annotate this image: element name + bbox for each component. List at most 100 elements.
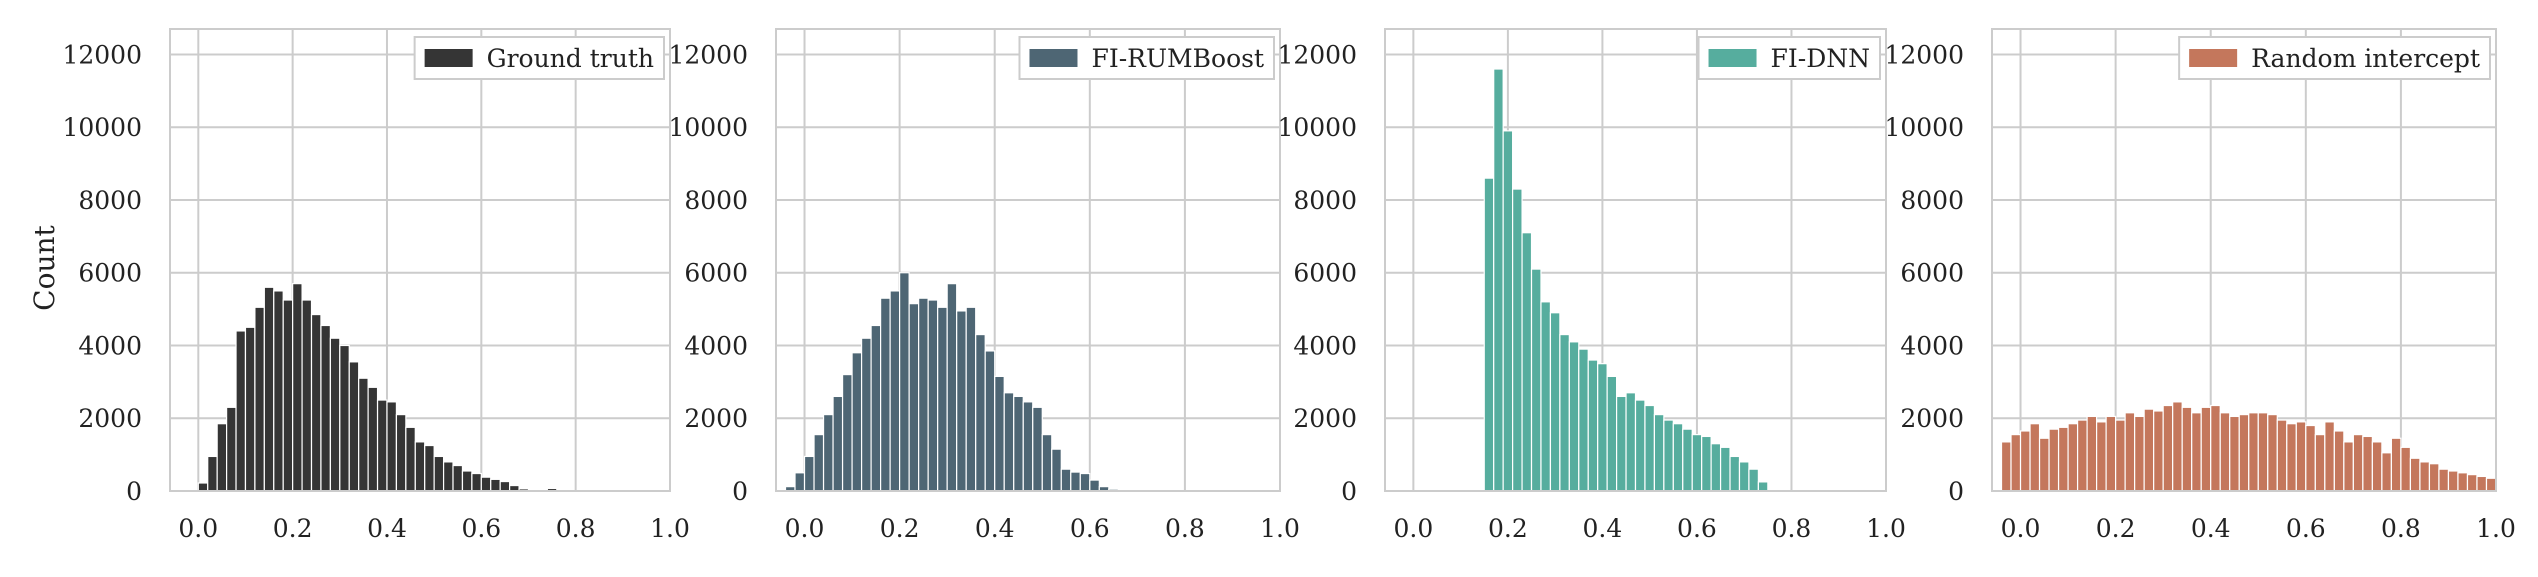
histogram-bar	[2333, 430, 2345, 492]
histogram-bar	[452, 464, 464, 492]
x-tick-label: 0.2	[2096, 514, 2136, 543]
histogram-bar	[2409, 457, 2421, 492]
histogram-bar	[2096, 421, 2107, 492]
x-tick-label: 0.6	[2286, 514, 2326, 543]
histogram-bar	[1070, 471, 1081, 492]
histogram-bar	[2076, 419, 2088, 492]
histogram-bar	[918, 297, 929, 492]
histogram-bar	[2286, 423, 2297, 492]
y-tick-label: 0	[1948, 477, 1964, 506]
histogram-bar	[2419, 461, 2431, 492]
histogram-bar	[1719, 446, 1731, 492]
legend-frame	[413, 36, 665, 80]
histogram-bar	[1597, 363, 1608, 492]
histogram-bar	[1710, 443, 1722, 492]
histogram-bar	[2143, 408, 2155, 492]
y-tick-label: 10000	[62, 113, 142, 142]
legend-label: FI-RUMBoost	[1091, 44, 1264, 73]
histogram-bar	[965, 306, 977, 492]
histogram-bar	[2019, 430, 2031, 492]
histogram-bar	[975, 333, 986, 492]
x-tick-label: 0.2	[273, 514, 313, 543]
x-tick-label: 0.6	[1677, 514, 1717, 543]
histogram-bar	[2457, 472, 2469, 492]
histogram-bar	[2029, 423, 2041, 492]
histogram-bar	[207, 455, 218, 492]
histogram-bar	[1634, 399, 1646, 492]
histogram-bar	[2191, 412, 2202, 492]
legend-swatch	[2189, 49, 2238, 67]
histogram-bar	[329, 337, 341, 492]
histogram-bar	[946, 283, 958, 492]
histogram-bar	[433, 455, 445, 492]
histogram-bar	[1089, 479, 1100, 492]
histogram-bar	[2200, 406, 2212, 492]
histogram-bar	[870, 324, 882, 492]
legend-swatch	[424, 49, 473, 67]
histogram-bar	[2010, 434, 2022, 492]
y-tick-label: 10000	[1277, 113, 1357, 142]
histogram-bar	[499, 480, 511, 492]
histogram-bar	[320, 324, 331, 492]
histogram-bar	[2381, 452, 2392, 492]
histogram-bar	[984, 350, 996, 492]
panel-1: 0 2000 4000 6000 8000 10000 12000 0.0 0.2 0.4 0.6 0…	[62, 28, 690, 543]
x-tick-label: 1.0	[650, 514, 690, 543]
histogram-bar	[1738, 461, 1750, 492]
histogram-bar	[1041, 434, 1053, 492]
histogram-bar	[339, 344, 350, 492]
histogram-bar	[461, 470, 473, 492]
legend-label: Random intercept	[2251, 44, 2480, 73]
x-tick-label: 0.6	[461, 514, 501, 543]
histogram-bar	[348, 361, 360, 492]
x-tick-label: 0.4	[367, 514, 407, 543]
x-tick-label: 0.8	[1165, 514, 1205, 543]
histogram-bar	[386, 401, 398, 492]
legend-label: FI-DNN	[1771, 44, 1870, 73]
panel-2: 0 2000 4000 6000 8000 10000 12000 0.0 0.2 0.4 0.6 0…	[668, 28, 1300, 543]
plot-frame	[775, 28, 1281, 492]
x-tick-label: 0.4	[2191, 514, 2231, 543]
histogram-bar	[2115, 419, 2126, 492]
histogram-bar	[2181, 406, 2193, 492]
histogram-bar	[1559, 333, 1570, 492]
histogram-bar	[2428, 463, 2440, 492]
histogram-bar	[2210, 404, 2221, 492]
y-tick-label: 2000	[1900, 404, 1964, 433]
y-tick-label: 12000	[1884, 40, 1964, 69]
y-tick-label: 12000	[668, 40, 748, 69]
histogram-bar	[273, 290, 284, 492]
histogram-bar	[1521, 232, 1533, 492]
y-tick-label: 4000	[1900, 331, 1964, 360]
legend-label: Ground truth	[487, 44, 654, 73]
histogram-bar	[2257, 412, 2269, 492]
histogram-bar	[2134, 415, 2145, 492]
histogram-bar	[2371, 441, 2383, 492]
histogram-bar	[2162, 404, 2174, 492]
histogram-bar	[1663, 419, 1674, 492]
histogram-bar	[2343, 441, 2354, 492]
histogram-bar	[292, 283, 303, 492]
histogram-bar	[841, 373, 853, 492]
histogram-bar	[1530, 268, 1542, 492]
y-tick-label: 6000	[78, 259, 142, 288]
histogram-bar	[2238, 414, 2250, 492]
plot-frame	[169, 28, 671, 492]
x-tick-label: 0.8	[556, 514, 596, 543]
histogram-bar	[889, 290, 901, 492]
x-tick-label: 0.2	[1488, 514, 1528, 543]
y-tick-label: 4000	[1293, 331, 1357, 360]
x-tick-label: 0.0	[178, 514, 218, 543]
histogram-bar	[1549, 312, 1561, 492]
x-tick-label: 0.0	[785, 514, 825, 543]
histogram-bar	[263, 286, 275, 492]
histogram-bar	[376, 399, 388, 492]
legend-swatch	[1708, 49, 1757, 67]
histogram-bar	[813, 434, 825, 492]
histogram-bar	[2438, 468, 2450, 492]
y-tick-label: 6000	[1293, 259, 1357, 288]
histogram-bar	[2314, 434, 2326, 492]
legend-swatch	[1029, 49, 1078, 67]
histogram-bar	[1615, 395, 1627, 492]
